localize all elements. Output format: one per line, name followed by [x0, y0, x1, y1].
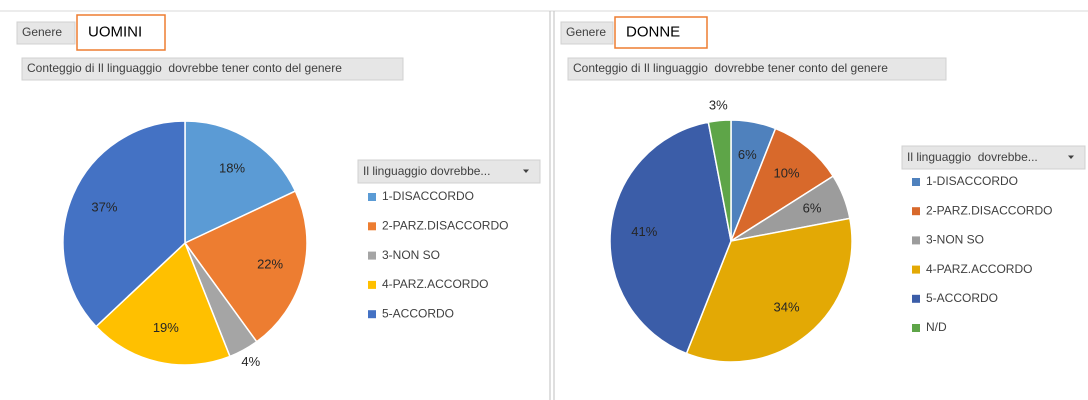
- filter-value-box: [614, 16, 708, 49]
- legend-title: Il linguaggio dovrebbe...: [907, 150, 1038, 164]
- pie-slice: [183, 190, 308, 343]
- legend-label: N/D: [926, 320, 947, 334]
- pie-slice: [62, 120, 186, 328]
- legend-label: 3-NON SO: [926, 233, 984, 247]
- pie-slice: [184, 120, 297, 245]
- data-label: 3%: [709, 98, 728, 113]
- legend-swatch: [368, 280, 376, 289]
- subtitle-button: [567, 57, 947, 81]
- legend-swatch: [912, 207, 920, 216]
- legend-swatch: [368, 193, 376, 201]
- data-label: 22%: [257, 256, 283, 271]
- legend-label: 1-DISACCORDO: [926, 174, 1018, 188]
- legend-title-button[interactable]: [901, 145, 1086, 170]
- data-label: 6%: [803, 200, 822, 215]
- legend-swatch: [912, 265, 920, 274]
- filter-value-box: [76, 14, 166, 51]
- pie-slice: [685, 217, 853, 363]
- legend-title: Il linguaggio dovrebbe...: [363, 164, 490, 178]
- data-label: 34%: [774, 300, 800, 315]
- chart-title: UOMINI: [88, 23, 142, 40]
- data-label: 18%: [219, 160, 245, 175]
- legend-swatch: [912, 236, 920, 245]
- legend-label: 4-PARZ.ACCORDO: [926, 262, 1032, 276]
- pie-slice: [707, 119, 732, 242]
- chart-subtitle: Conteggio di Il linguaggio dovrebbe tene…: [573, 61, 888, 75]
- pie-slice: [609, 121, 732, 355]
- legend-label: 2-PARZ.DISACCORDO: [926, 203, 1052, 217]
- data-label: 4%: [241, 354, 260, 369]
- data-label: 41%: [631, 224, 657, 239]
- legend-swatch: [912, 294, 920, 303]
- legend-title-button[interactable]: [357, 159, 541, 184]
- filter-button: [560, 21, 614, 45]
- dropdown-arrow: [1068, 155, 1074, 159]
- legend-label: 4-PARZ.ACCORDO: [382, 277, 488, 291]
- data-label: 19%: [153, 320, 179, 335]
- filter-label: Genere: [566, 25, 606, 39]
- legend-label: 3-NON SO: [382, 248, 440, 262]
- legend-swatch: [368, 310, 376, 319]
- data-label: 10%: [774, 165, 800, 180]
- filter-button: [16, 21, 76, 45]
- data-label: 6%: [738, 147, 757, 162]
- subtitle-button: [21, 57, 404, 81]
- pie-slice: [729, 127, 835, 243]
- chart-subtitle: Conteggio di Il linguaggio dovrebbe tene…: [27, 61, 342, 75]
- pie-slice: [95, 241, 231, 366]
- filter-label: Genere: [22, 25, 62, 39]
- legend-swatch: [912, 324, 920, 332]
- legend-label: 5-ACCORDO: [926, 291, 998, 305]
- legend-swatch: [912, 178, 920, 186]
- dropdown-arrow: [523, 169, 529, 173]
- legend-label: 1-DISACCORDO: [382, 189, 474, 203]
- legend-swatch: [368, 222, 376, 231]
- legend-label: 2-PARZ.DISACCORDO: [382, 218, 508, 232]
- data-label: 37%: [91, 200, 117, 215]
- legend-label: 5-ACCORDO: [382, 306, 454, 320]
- chart-title: DONNE: [626, 23, 680, 40]
- legend-swatch: [368, 251, 376, 260]
